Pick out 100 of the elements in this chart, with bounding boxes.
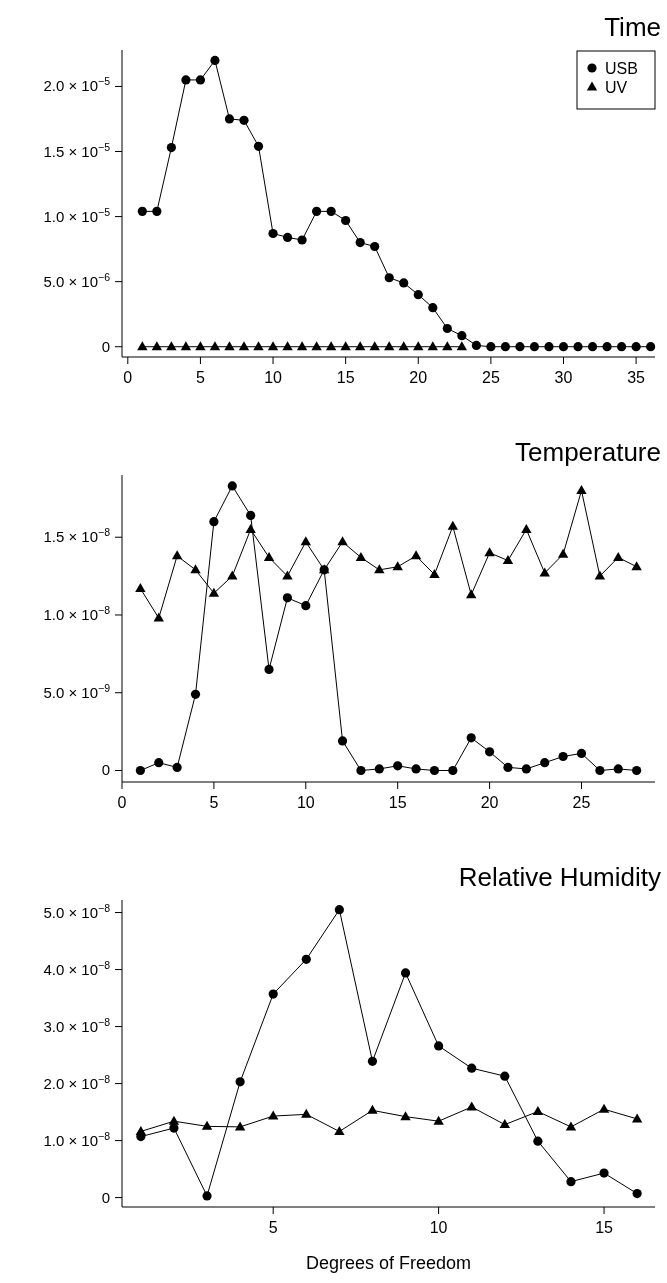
point <box>166 143 176 153</box>
point <box>484 747 495 757</box>
point <box>400 1111 411 1121</box>
point <box>500 1071 510 1081</box>
point <box>429 569 440 579</box>
point <box>282 570 293 580</box>
point <box>168 1115 180 1125</box>
point <box>393 761 403 771</box>
point <box>392 561 403 571</box>
y-tick-label: 1.0 × 10$^{−8}$ <box>43 1129 111 1149</box>
point <box>442 323 452 334</box>
point <box>632 1189 642 1199</box>
point <box>613 551 624 561</box>
chart-title: Relative Humidity <box>458 862 661 892</box>
point <box>646 342 656 352</box>
x-tick-label: 10 <box>296 794 315 811</box>
point <box>384 341 395 351</box>
x-tick-label: 35 <box>627 369 646 386</box>
point <box>617 342 627 352</box>
point <box>296 341 308 351</box>
point <box>325 341 337 351</box>
point <box>471 340 481 351</box>
point <box>613 764 623 774</box>
point <box>282 593 293 603</box>
point <box>153 612 164 622</box>
x-tick-label: 25 <box>481 369 500 386</box>
point <box>558 342 569 352</box>
x-tick-label: 0 <box>123 369 133 386</box>
point <box>442 341 453 351</box>
point <box>297 235 307 245</box>
y-tick-label: 1.0 × 10$^{−8}$ <box>43 603 111 623</box>
point <box>576 485 587 495</box>
point <box>529 342 540 352</box>
point <box>337 536 348 546</box>
point <box>195 341 206 351</box>
y-tick-label: 1.5 × 10$^{−5}$ <box>43 140 111 160</box>
point <box>499 1119 510 1129</box>
point <box>515 342 525 352</box>
point <box>411 764 421 774</box>
point <box>340 341 351 351</box>
y-tick-label: 2.0 × 10$^{−5}$ <box>43 75 111 95</box>
point <box>195 75 206 85</box>
point <box>427 341 438 351</box>
y-tick-label: 5.0 × 10$^{−6}$ <box>43 270 111 290</box>
point <box>369 341 380 351</box>
point <box>500 342 511 352</box>
point <box>400 968 411 978</box>
x-tick-label: 5 <box>195 369 205 386</box>
point <box>413 341 424 351</box>
point <box>301 954 311 964</box>
point <box>374 564 385 574</box>
point <box>245 523 256 533</box>
point <box>484 547 495 557</box>
point <box>447 520 459 530</box>
point <box>448 765 458 776</box>
y-tick-label: 3.0 × 10$^{−8}$ <box>43 1015 111 1035</box>
point <box>434 1041 444 1051</box>
point <box>171 550 183 560</box>
point <box>456 341 468 351</box>
point <box>370 241 380 252</box>
x-tick-label: 20 <box>480 794 499 811</box>
point <box>356 765 366 776</box>
point <box>631 1113 643 1123</box>
point <box>502 555 514 565</box>
point <box>137 341 148 351</box>
y-tick-label: 2.0 × 10$^{−8}$ <box>43 1072 111 1092</box>
point <box>587 342 598 352</box>
x-tick-label: 10 <box>429 1219 448 1236</box>
point <box>398 341 409 351</box>
point <box>190 564 201 574</box>
x-tick-label: 20 <box>409 369 428 386</box>
x-axis-title: Degrees of Freedom <box>305 1253 472 1273</box>
point <box>576 748 587 758</box>
point <box>152 206 162 216</box>
point <box>355 238 365 248</box>
point <box>413 290 423 300</box>
point <box>268 1110 279 1120</box>
point <box>282 232 293 242</box>
x-tick-label: 15 <box>595 1219 614 1236</box>
point <box>135 583 146 593</box>
x-tick-label: 15 <box>388 794 407 811</box>
point <box>312 206 322 216</box>
x-tick-label: 25 <box>572 794 591 811</box>
y-tick-label: 4.0 × 10$^{−8}$ <box>43 958 111 978</box>
point <box>224 341 235 351</box>
point <box>457 331 467 341</box>
point <box>410 550 422 560</box>
point <box>282 341 293 351</box>
y-tick-label: 0 <box>101 337 110 355</box>
point <box>355 551 367 561</box>
point <box>565 1121 577 1131</box>
point <box>201 1120 213 1130</box>
point <box>367 1056 378 1066</box>
point <box>137 206 147 216</box>
point <box>466 589 477 599</box>
point <box>632 765 642 776</box>
point <box>263 551 275 561</box>
y-tick-label: 5.0 × 10$^{−8}$ <box>43 901 111 921</box>
point <box>367 1104 378 1114</box>
point <box>602 342 612 352</box>
